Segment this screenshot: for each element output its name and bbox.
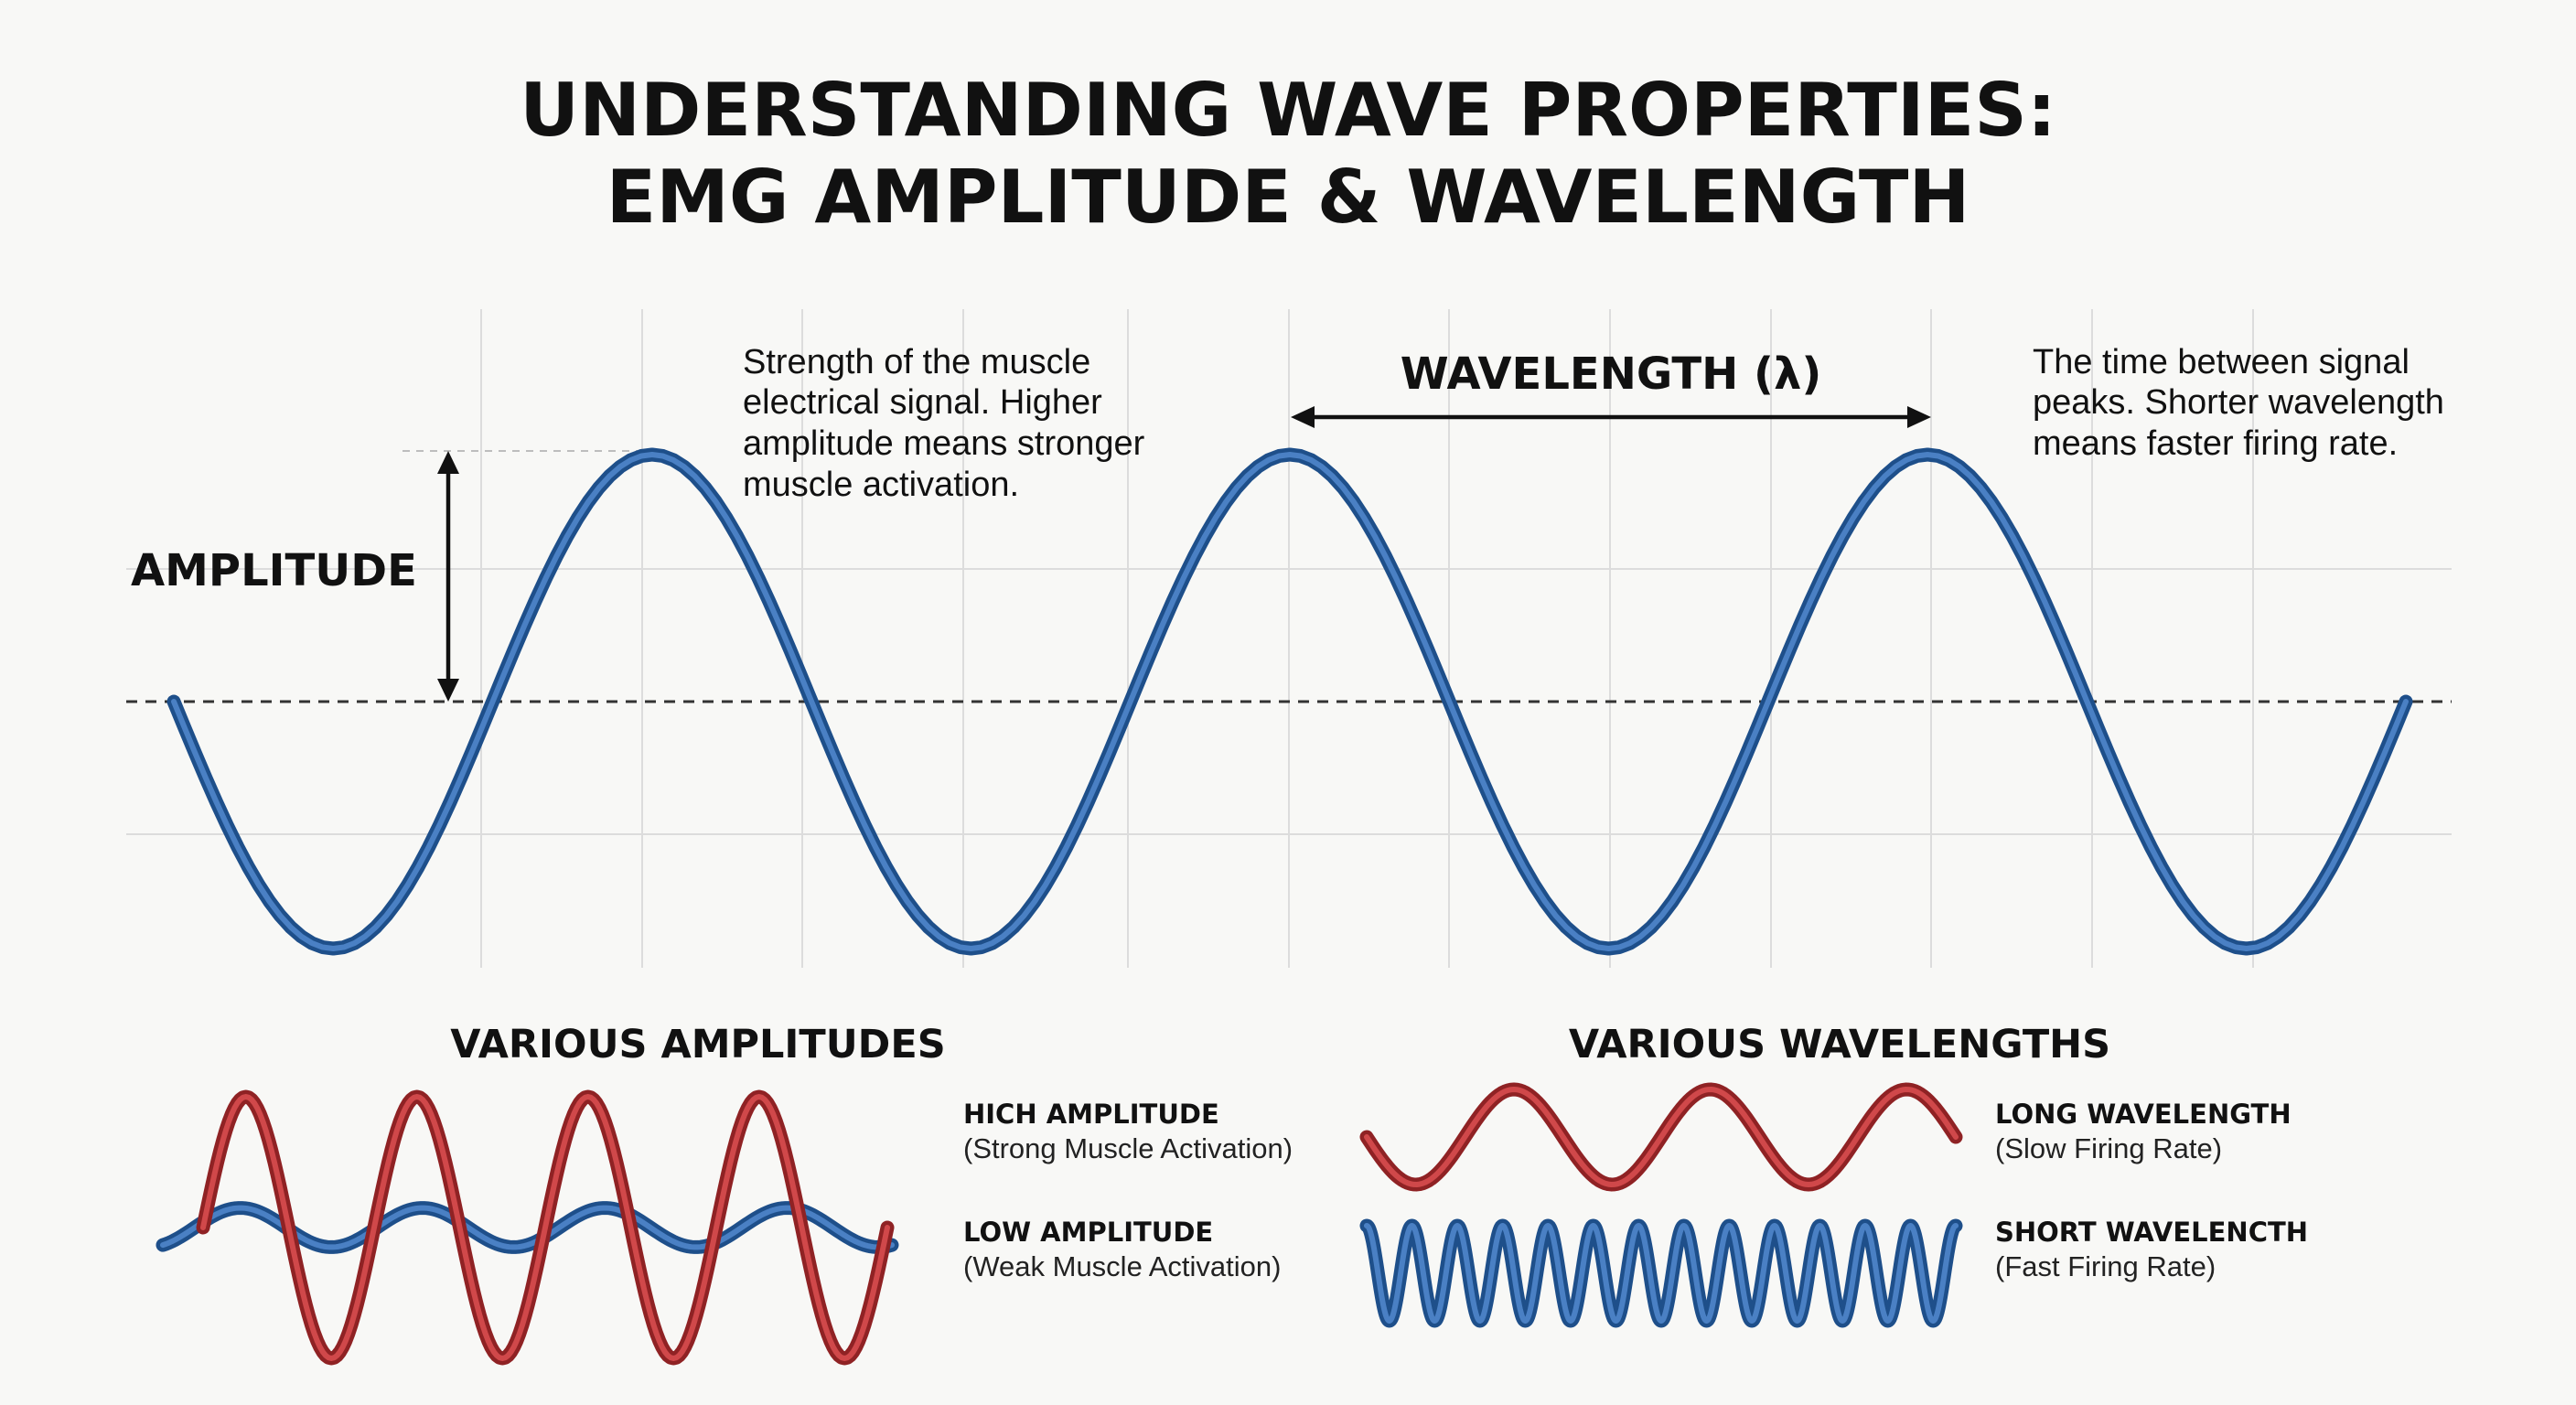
various-wavelengths-title: VARIOUS WAVELENGTHS — [1569, 1022, 2110, 1067]
high-amplitude-title: HICH AMPLITUDE — [963, 1099, 1219, 1130]
various-amplitudes-section: VARIOUS AMPLITUDES HICH AMPLITUDE (Stron… — [156, 1022, 1293, 1366]
background-grid — [126, 309, 2452, 968]
main-emg-wave — [166, 447, 2413, 956]
short-wavelength-wave — [1359, 1218, 1963, 1328]
long-wavelength-wave-line — [1364, 1087, 1959, 1187]
main-wave-diagram: AMPLITUDE WAVELENGTH (λ) Strength of the… — [126, 309, 2452, 968]
various-amplitudes-title: VARIOUS AMPLITUDES — [450, 1022, 945, 1067]
wavelength-description: The time between signal peaks. Shorter w… — [2033, 343, 2444, 463]
long-wavelength-wave — [1359, 1082, 1963, 1192]
title-line-1: UNDERSTANDING WAVE PROPERTIES: — [520, 68, 2056, 153]
low-amplitude-subtitle: (Weak Muscle Activation) — [963, 1250, 1281, 1282]
long-wavelength-subtitle: (Slow Firing Rate) — [1995, 1132, 2222, 1164]
low-amplitude-title: LOW AMPLITUDE — [963, 1217, 1213, 1248]
various-wavelengths-section: VARIOUS WAVELENGTHS LONG WAVELENGTH (Slo… — [1359, 1022, 2308, 1328]
wavelength-description-line: means faster firing rate. — [2033, 424, 2398, 463]
amplitude-description-line: electrical signal. Higher — [743, 383, 1102, 422]
long-wavelength-title: LONG WAVELENGTH — [1995, 1099, 2292, 1130]
amplitude-label: AMPLITUDE — [131, 545, 417, 596]
amplitude-arrow — [437, 451, 459, 702]
wavelength-arrow — [1291, 406, 1931, 428]
short-wavelength-wave-line — [1364, 1223, 1959, 1324]
high-amplitude-subtitle: (Strong Muscle Activation) — [963, 1132, 1293, 1164]
low-amplitude-wave-outline — [156, 1201, 899, 1254]
wavelength-description-line: The time between signal — [2033, 343, 2410, 381]
short-wavelength-subtitle: (Fast Firing Rate) — [1995, 1250, 2216, 1282]
short-wavelength-title: SHORT WAVELENCTH — [1995, 1217, 2308, 1248]
amplitude-description-line: Strength of the muscle — [743, 343, 1090, 381]
main-wave-line — [171, 452, 2409, 951]
amplitude-description-line: amplitude means stronger — [743, 424, 1145, 463]
wavelength-description-line: peaks. Shorter wavelength — [2033, 383, 2444, 422]
wavelength-label: WAVELENGTH (λ) — [1401, 349, 1822, 400]
short-wavelength-wave-outline — [1359, 1218, 1963, 1328]
high-amplitude-wave-line — [200, 1094, 890, 1361]
title-line-2: EMG AMPLITUDE & WAVELENGTH — [606, 155, 1970, 240]
amplitude-description: Strength of the muscle electrical signal… — [743, 343, 1145, 504]
amplitude-description-line: muscle activation. — [743, 466, 1019, 504]
low-amplitude-wave — [156, 1201, 899, 1254]
high-amplitude-wave — [196, 1089, 895, 1366]
